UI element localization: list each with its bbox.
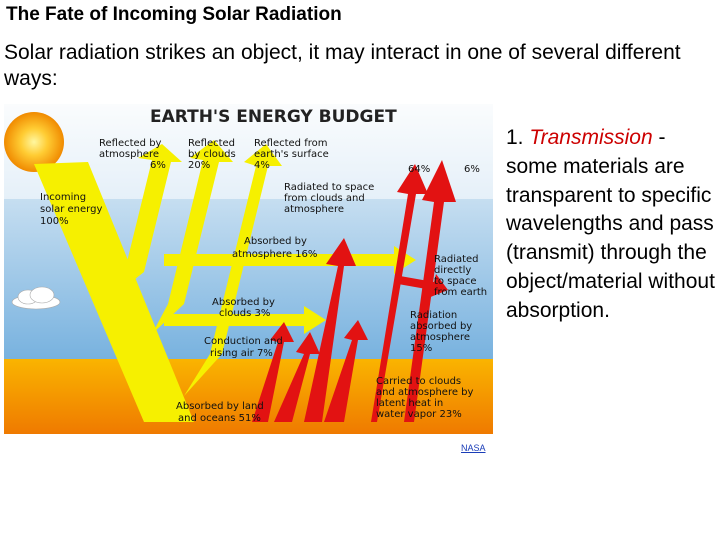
label-reflected-surface: Reflected from earth's surface 4% — [254, 138, 329, 171]
label-conduction: Conduction and rising air 7% — [204, 336, 283, 359]
label-radiation-absorbed: Radiation absorbed by atmosphere 15% — [410, 310, 472, 354]
earth-radiation-arrows — [252, 160, 456, 422]
label-absorbed-atmosphere: Absorbed by atmosphere 16% — [232, 236, 317, 260]
cloud-icon — [11, 286, 61, 310]
nasa-credit-link[interactable]: NASA — [461, 443, 486, 453]
item-number: 1. — [506, 126, 524, 149]
energy-budget-diagram: EARTH'S ENERGY BUDGET Incoming solar ener… — [4, 104, 493, 434]
label-carried-clouds: Carried to clouds and atmosphere by latent… — [376, 376, 474, 420]
label-absorbed-land: Absorbed by land and oceans 51% — [176, 401, 264, 424]
transmission-description: - some materials are transparent to spec… — [506, 126, 715, 322]
absorbed-arrows — [164, 246, 416, 334]
label-radiated-directly: Radiated directly to space from earth — [434, 254, 487, 298]
label-radiated-space: Radiated to space from clouds and atmosphe… — [284, 182, 374, 215]
slide-title: The Fate of Incoming Solar Radiation — [6, 4, 342, 25]
label-64-percent: 64% — [408, 164, 430, 175]
incoming-solar-arrow — [34, 162, 194, 422]
diagram-heading: EARTH'S ENERGY BUDGET — [150, 107, 397, 127]
sun-icon — [4, 112, 64, 172]
transmission-text: 1. Transmission - some materials are tra… — [506, 124, 718, 326]
slide-intro-text: Solar radiation strikes an object, it ma… — [4, 41, 681, 90]
label-absorbed-clouds: Absorbed by clouds 3% — [212, 297, 275, 319]
label-6-percent: 6% — [464, 164, 480, 175]
diagram-labels: Incoming solar energy 100% Reflected by atm… — [40, 138, 487, 424]
label-incoming: Incoming solar energy 100% — [40, 192, 102, 227]
reflected-arrows — [116, 140, 282, 396]
label-reflected-clouds: Reflected by clouds 20% — [188, 138, 236, 171]
label-reflected-atmosphere: Reflected by atmosphere 6% — [99, 138, 166, 171]
transmission-term: Transmission — [529, 126, 653, 149]
